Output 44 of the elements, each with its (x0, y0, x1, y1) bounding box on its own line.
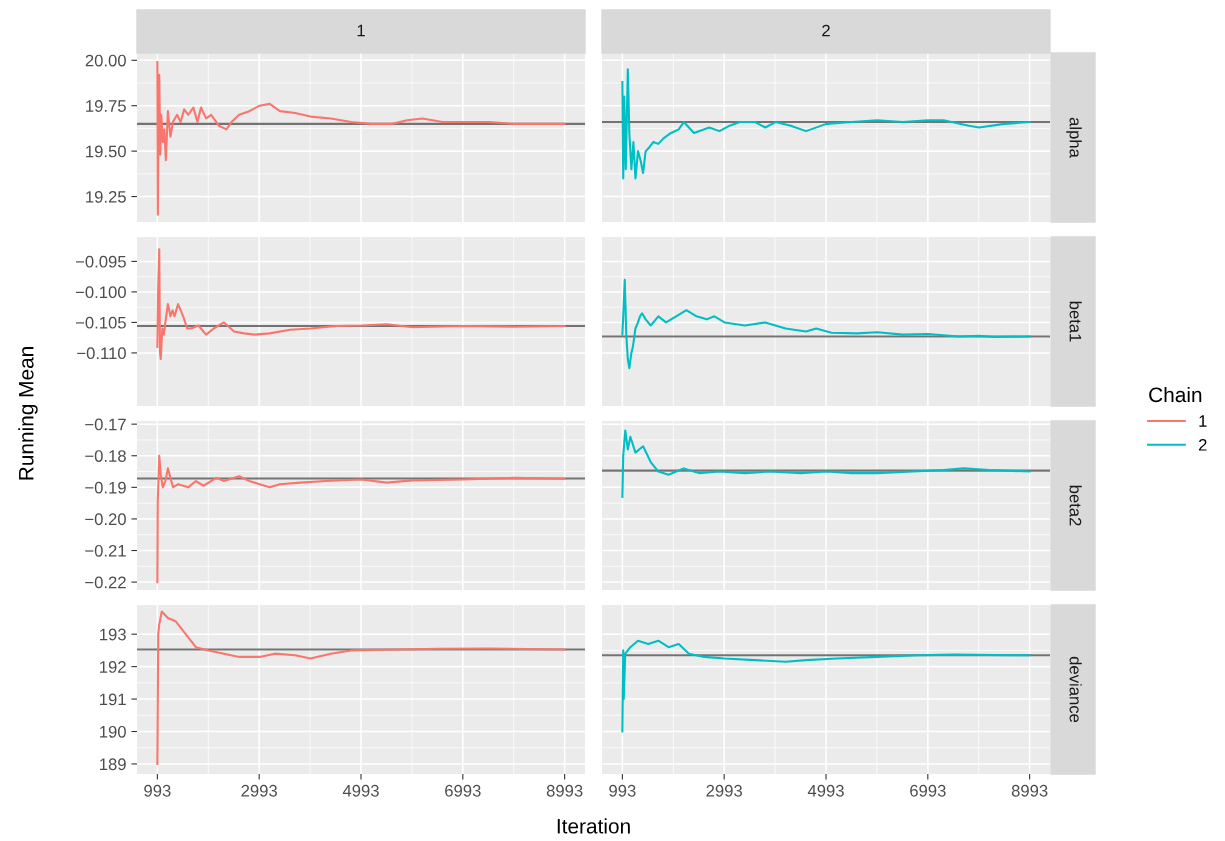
y-tick-label: −0.21 (85, 544, 126, 557)
y-tick-label: −0.22 (85, 576, 126, 589)
y-tick-label: −0.110 (77, 347, 126, 360)
y-tick-label: −0.100 (75, 286, 126, 299)
y-tick-label: −0.095 (75, 255, 126, 268)
x-tick-label: 6993 (445, 784, 481, 797)
line-series (156, 248, 566, 361)
y-tick-label: 192 (100, 661, 126, 673)
legend-title: Chain (1149, 386, 1202, 403)
x-axis-title: Iteration (557, 818, 630, 834)
y2-axis-title: beta1 (1069, 301, 1082, 342)
x-tick-label: 2993 (241, 784, 277, 797)
x-tick-label: 8993 (1011, 784, 1048, 797)
legend-label: 2 (1198, 438, 1207, 451)
y2-axis-title: alpha (1066, 117, 1082, 158)
y-tick-label: 19.75 (86, 100, 126, 112)
line-series (156, 61, 566, 216)
y-tick-label: 19.50 (86, 145, 126, 158)
y-tick-label: −0.18 (85, 450, 126, 462)
legend-label: 1 (1199, 415, 1207, 427)
y-tick-label: 193 (100, 628, 126, 641)
y-tick-label: 189 (100, 758, 126, 771)
y-tick-label: 190 (100, 725, 126, 738)
y-tick-label: −0.20 (85, 513, 126, 526)
y-tick-label: 19.25 (86, 190, 126, 203)
line-series (156, 610, 566, 765)
x-tick-label: 993 (144, 784, 171, 797)
x-tick-label: 4993 (807, 784, 844, 797)
y-tick-label: −0.19 (85, 481, 126, 494)
chart-title: 1 (357, 24, 365, 37)
y2-axis-title: deviance (1069, 656, 1082, 723)
y-tick-label: −0.105 (75, 316, 126, 329)
x-tick-label: 2993 (706, 784, 742, 797)
y-tick-label: 20.00 (85, 54, 126, 67)
y-tick-label: 191 (100, 693, 126, 706)
line-series (156, 454, 566, 584)
y2-axis-title: beta2 (1069, 485, 1082, 526)
x-tick-label: 993 (609, 784, 636, 797)
y-axis-title: Running Mean (18, 347, 38, 480)
x-tick-label: 6993 (910, 784, 946, 797)
x-tick-label: 8993 (546, 784, 583, 797)
chart-title: 2 (822, 24, 830, 37)
x-tick-label: 4993 (342, 784, 379, 797)
y-tick-label: −0.17 (85, 418, 126, 431)
